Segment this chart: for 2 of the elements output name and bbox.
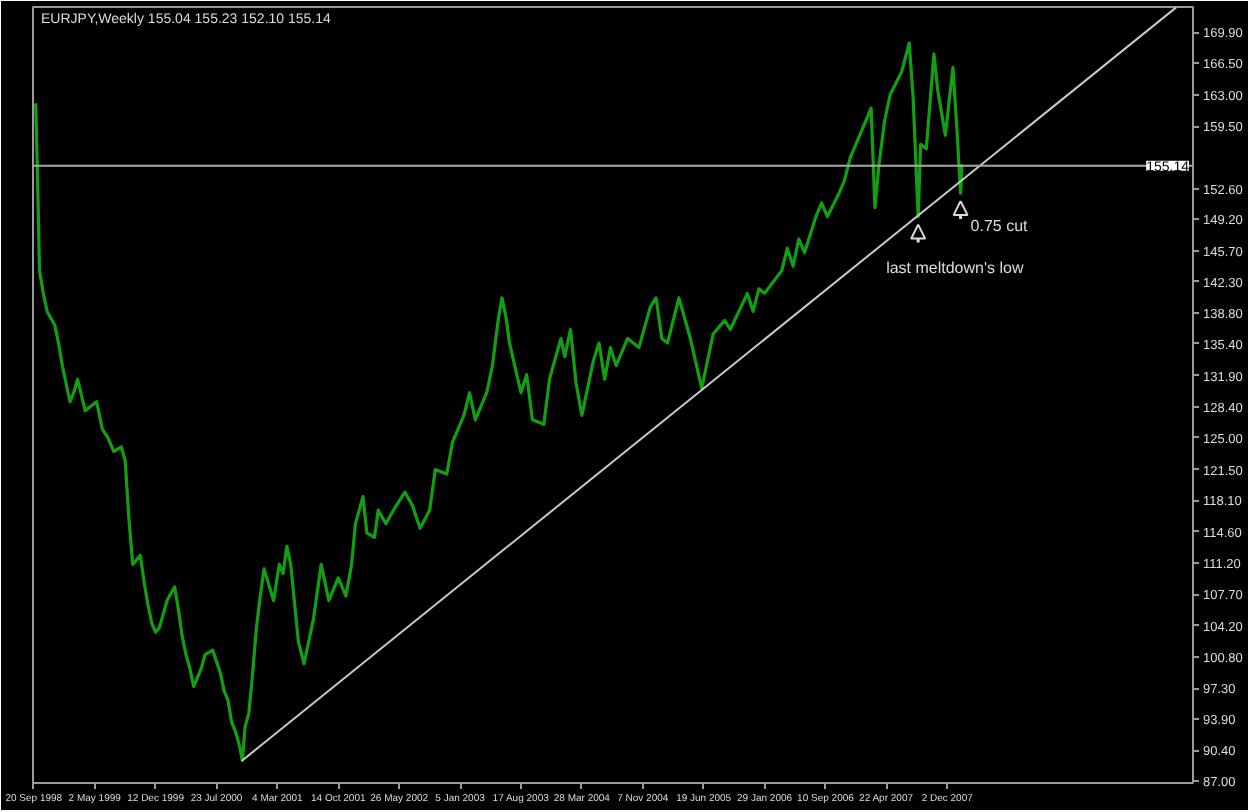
- annotation: 0.75 cut: [970, 217, 1030, 236]
- annotation: last meltdown's low: [886, 258, 1024, 277]
